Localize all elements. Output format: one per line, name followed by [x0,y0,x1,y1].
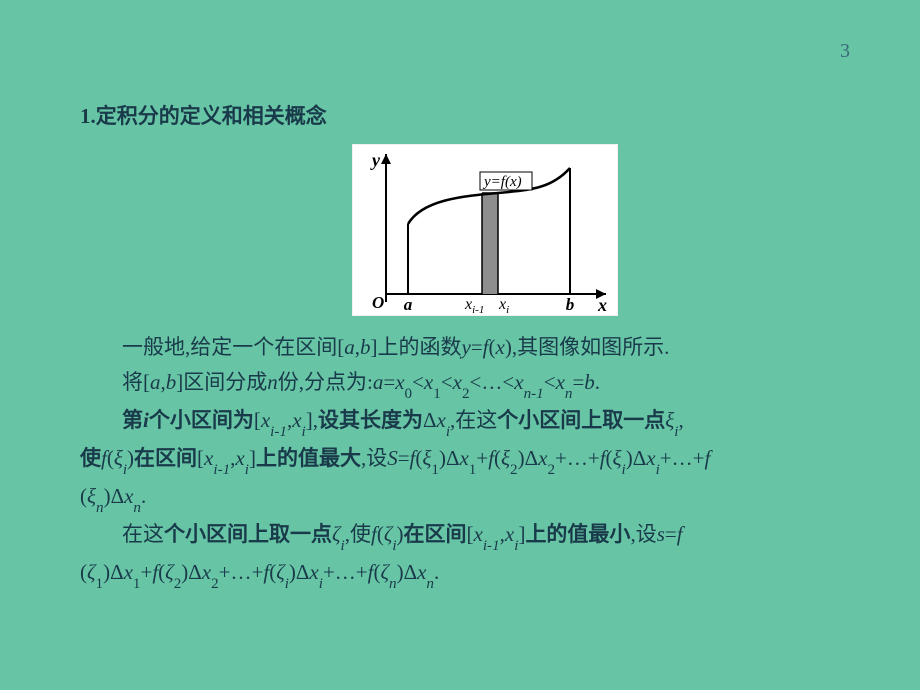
a-label: a [404,295,413,314]
paragraph-2: 将[a,b]区间分成n份,分点为:a=x0<x1<x2<…<xn-1<xn=b. [80,365,890,403]
riemann-strip [482,193,498,294]
paragraph-1: 一般地,给定一个在区间[a,b]上的函数y=f(x),其图像如图所示. [80,330,890,365]
paragraph-6: 在这个小区间上取一点ζi,使f(ζi)在区间[xi-1,xi]上的值最小,设s=… [80,517,890,555]
definite-integral-figure: y=f(x) y x O a b xi-1 xi [352,144,618,316]
paragraph-5: (ξn)Δxn. [80,479,890,517]
x-label: x [597,295,607,315]
origin-label: O [372,293,384,312]
paragraph-7: (ζ1)Δx1+f(ζ2)Δx2+…+f(ζi)Δxi+…+f(ζn)Δxn. [80,555,890,593]
heading-number: 1 [80,104,91,128]
paragraph-3: 第i个小区间为[xi-1,xi],设其长度为Δxi,在这个小区间上取一点ξi, [80,403,890,441]
heading: 1.定积分的定义和相关概念 [80,100,890,130]
curve-label: y=f(x) [482,174,522,190]
heading-text: 定积分的定义和相关概念 [96,104,327,128]
y-label: y [370,150,381,170]
paragraph-4: 使f(ξi)在区间[xi-1,xi]上的值最大,设S=f(ξ1)Δx1+f(ξ2… [80,441,890,479]
b-label: b [566,295,575,314]
slide: 3 1.定积分的定义和相关概念 y=f(x) y x O a b xi-1 xi… [0,0,920,690]
page-number: 3 [840,40,850,63]
